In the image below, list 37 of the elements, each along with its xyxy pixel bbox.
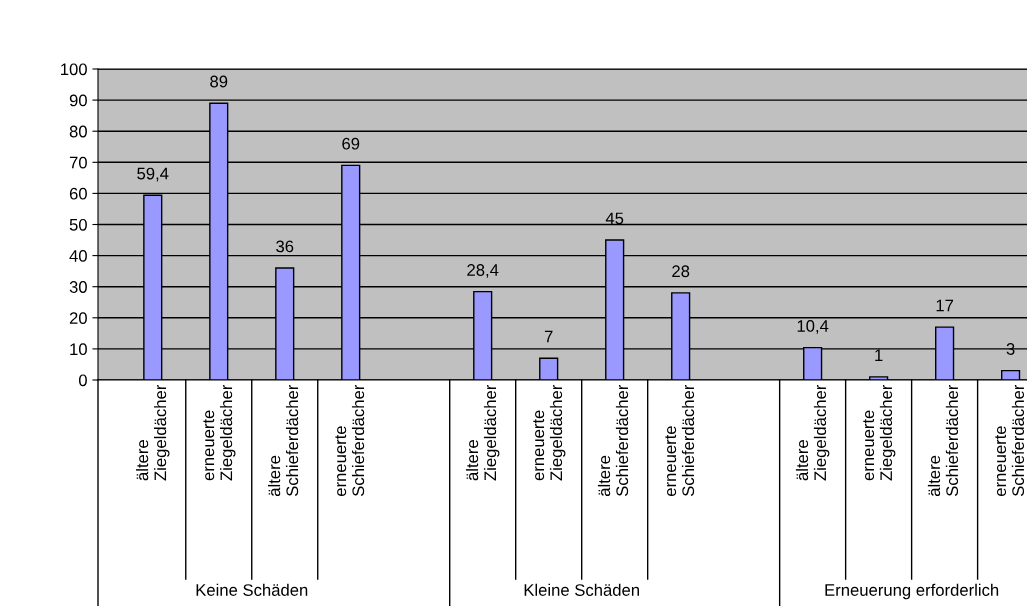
x-tick-label: erneuerte Ziegeldächer [203, 384, 236, 481]
x-tick-label: ältere Schieferdächer [268, 384, 299, 497]
data-label: 28,4 [467, 264, 499, 278]
x-tick-label: ältere Ziegeldächer [795, 384, 830, 481]
x-tick-label: ältere Ziegeldächer [465, 384, 500, 481]
x-tick-label: erneuerte Ziegeldächer [863, 384, 896, 481]
data-label: 17 [936, 299, 954, 312]
y-tick-label: 70 [69, 156, 87, 169]
data-label: 1 [875, 349, 883, 361]
y-tick-label: 80 [69, 125, 87, 138]
data-label: 59,4 [137, 167, 169, 182]
y-tick-label: 90 [69, 94, 87, 107]
data-label: 89 [210, 75, 228, 88]
y-tick-label: 40 [69, 250, 87, 262]
x-tick-label: ältere Schieferdächer [927, 384, 959, 497]
x-tick-label: erneuerte Ziegeldächer [533, 384, 566, 481]
x-tick-label: erneuerte Schieferdächer [665, 384, 695, 497]
x-tick-label: ältere Schieferdächer [597, 384, 629, 497]
y-tick-label: 60 [69, 187, 87, 200]
data-label: 28 [672, 265, 690, 278]
data-label: 7 [544, 330, 553, 343]
y-tick-label: 50 [69, 218, 87, 231]
y-tick-label: 20 [69, 312, 87, 324]
y-tick-label: 100 [61, 63, 87, 76]
data-label: 69 [342, 137, 360, 150]
x-tick-label: erneuerte Schieferdächer [995, 384, 1025, 497]
data-label: 45 [605, 212, 624, 225]
x-tick-label: ältere Ziegeldächer [136, 384, 170, 481]
y-tick-label: 10 [70, 343, 87, 356]
text: Keine Schäden [196, 583, 308, 596]
data-label: 36 [276, 240, 294, 253]
x-tick-label: erneuerte Schieferdächer [335, 384, 365, 497]
y-tick-label: 0 [78, 374, 87, 387]
y-tick-label: 30 [69, 281, 87, 293]
data-label: 10,4 [797, 320, 829, 334]
text: Kleine Schäden [524, 583, 639, 596]
text: Erneuerung erforderlich [825, 583, 999, 600]
